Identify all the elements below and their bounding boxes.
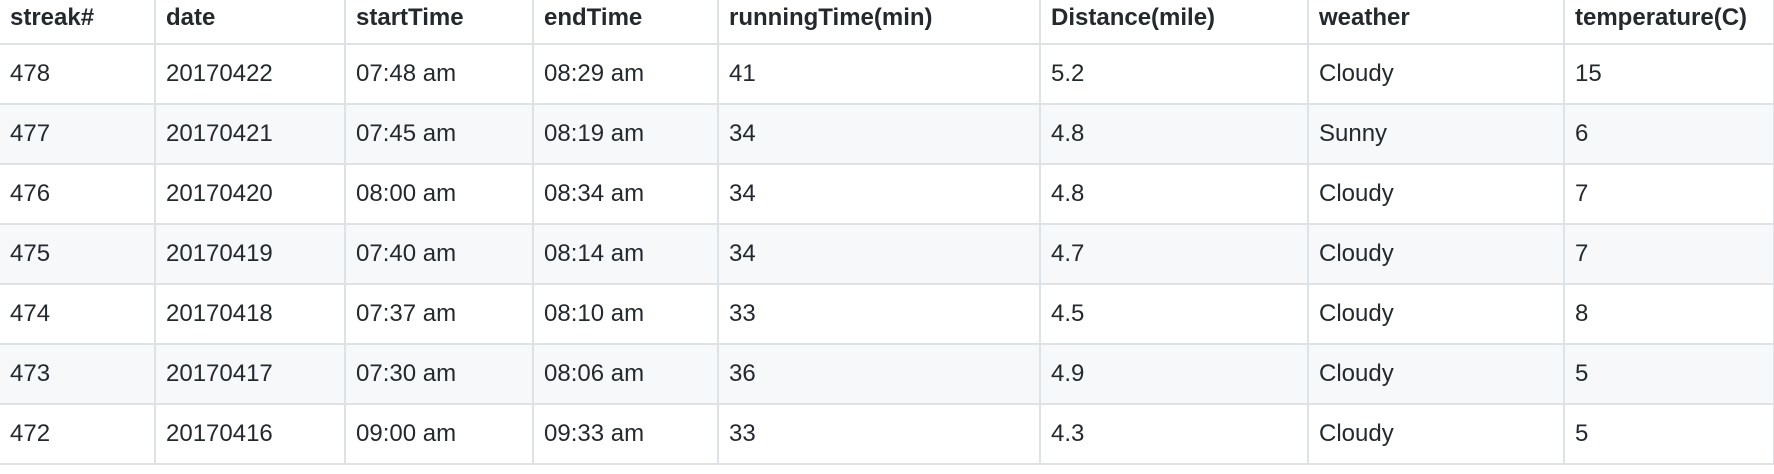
table-row: 474 20170418 07:37 am 08:10 am 33 4.5 Cl… [0,283,1774,345]
header-distance: Distance(mile) [1039,0,1309,45]
cell-end-time: 08:14 am [532,223,719,285]
header-date: date [154,0,346,45]
cell-temperature: 8 [1563,283,1774,345]
cell-weather: Cloudy [1307,163,1565,225]
table-row: 477 20170421 07:45 am 08:19 am 34 4.8 Su… [0,103,1774,165]
cell-weather: Cloudy [1307,343,1565,405]
table-row: 478 20170422 07:48 am 08:29 am 41 5.2 Cl… [0,43,1774,105]
cell-distance: 4.5 [1039,283,1309,345]
cell-end-time: 09:33 am [532,403,719,465]
cell-start-time: 08:00 am [344,163,534,225]
cell-distance: 4.8 [1039,163,1309,225]
cell-weather: Cloudy [1307,43,1565,105]
cell-temperature: 5 [1563,403,1774,465]
cell-temperature: 6 [1563,103,1774,165]
cell-distance: 4.9 [1039,343,1309,405]
cell-date: 20170418 [154,283,346,345]
cell-date: 20170420 [154,163,346,225]
cell-running-time: 33 [717,283,1041,345]
header-streak: streak# [0,0,156,45]
cell-streak: 473 [0,343,156,405]
cell-streak: 478 [0,43,156,105]
header-temperature: temperature(C) [1563,0,1774,45]
cell-running-time: 41 [717,43,1041,105]
table-body: 478 20170422 07:48 am 08:29 am 41 5.2 Cl… [0,43,1774,465]
cell-weather: Cloudy [1307,403,1565,465]
cell-temperature: 5 [1563,343,1774,405]
cell-temperature: 15 [1563,43,1774,105]
header-running-time: runningTime(min) [717,0,1041,45]
cell-distance: 4.8 [1039,103,1309,165]
cell-distance: 5.2 [1039,43,1309,105]
cell-temperature: 7 [1563,163,1774,225]
cell-streak: 475 [0,223,156,285]
cell-end-time: 08:19 am [532,103,719,165]
cell-start-time: 07:40 am [344,223,534,285]
cell-start-time: 07:37 am [344,283,534,345]
cell-start-time: 07:45 am [344,103,534,165]
cell-distance: 4.7 [1039,223,1309,285]
header-start-time: startTime [344,0,534,45]
cell-weather: Cloudy [1307,223,1565,285]
cell-start-time: 09:00 am [344,403,534,465]
table-row: 475 20170419 07:40 am 08:14 am 34 4.7 Cl… [0,223,1774,285]
cell-streak: 474 [0,283,156,345]
cell-streak: 476 [0,163,156,225]
cell-date: 20170422 [154,43,346,105]
cell-end-time: 08:06 am [532,343,719,405]
cell-distance: 4.3 [1039,403,1309,465]
cell-running-time: 34 [717,163,1041,225]
cell-date: 20170416 [154,403,346,465]
cell-date: 20170417 [154,343,346,405]
cell-temperature: 7 [1563,223,1774,285]
cell-running-time: 36 [717,343,1041,405]
cell-running-time: 34 [717,223,1041,285]
header-weather: weather [1307,0,1565,45]
table-row: 473 20170417 07:30 am 08:06 am 36 4.9 Cl… [0,343,1774,405]
cell-start-time: 07:48 am [344,43,534,105]
cell-end-time: 08:34 am [532,163,719,225]
table-row: 476 20170420 08:00 am 08:34 am 34 4.8 Cl… [0,163,1774,225]
cell-date: 20170419 [154,223,346,285]
cell-date: 20170421 [154,103,346,165]
cell-streak: 472 [0,403,156,465]
table-header: streak# date startTime endTime runningTi… [0,0,1774,45]
table-row: 472 20170416 09:00 am 09:33 am 33 4.3 Cl… [0,403,1774,465]
cell-start-time: 07:30 am [344,343,534,405]
cell-weather: Cloudy [1307,283,1565,345]
cell-streak: 477 [0,103,156,165]
cell-end-time: 08:10 am [532,283,719,345]
cell-end-time: 08:29 am [532,43,719,105]
header-end-time: endTime [532,0,719,45]
cell-running-time: 33 [717,403,1041,465]
header-row: streak# date startTime endTime runningTi… [0,0,1774,45]
cell-running-time: 34 [717,103,1041,165]
cell-weather: Sunny [1307,103,1565,165]
